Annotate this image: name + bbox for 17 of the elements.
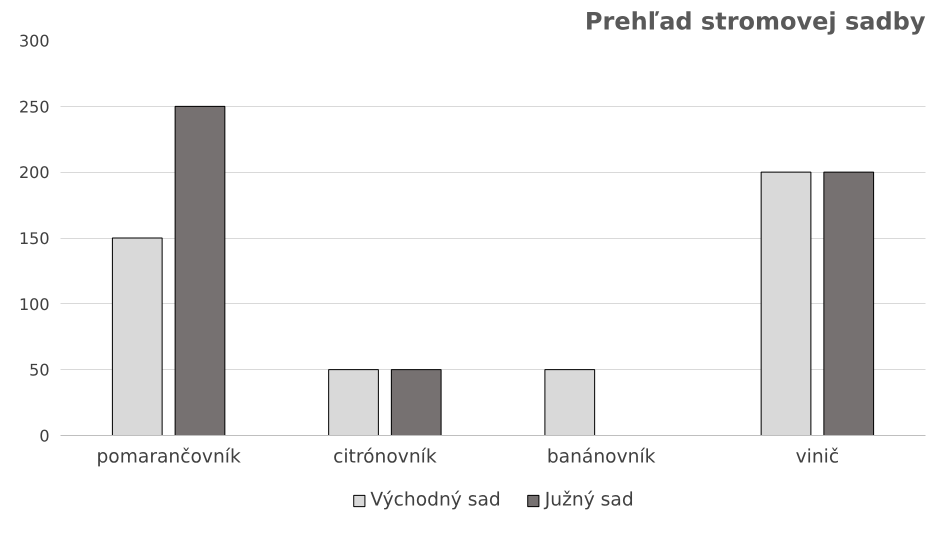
- x-tick-label: pomarančovník: [96, 446, 241, 468]
- legend-label: Južný sad: [544, 490, 634, 510]
- y-tick-label: 150: [18, 229, 50, 248]
- y-tick-label: 200: [18, 163, 50, 182]
- bar: [174, 106, 226, 436]
- chart-title: Prehľad stromovej sadby: [584, 8, 926, 36]
- bar: [823, 172, 874, 436]
- y-tick-label: 300: [18, 32, 50, 50]
- y-tick-label: 100: [18, 294, 50, 314]
- bar: [390, 369, 442, 436]
- y-tick-label: 250: [18, 97, 50, 116]
- x-tick-label: banánovník: [546, 446, 656, 468]
- legend-label: Východný sad: [370, 490, 501, 510]
- y-tick-label: 50: [29, 360, 50, 380]
- y-tick-label: 0: [39, 426, 50, 446]
- x-tick-label: citrónovník: [333, 446, 437, 468]
- x-tick-label: vinič: [796, 446, 840, 468]
